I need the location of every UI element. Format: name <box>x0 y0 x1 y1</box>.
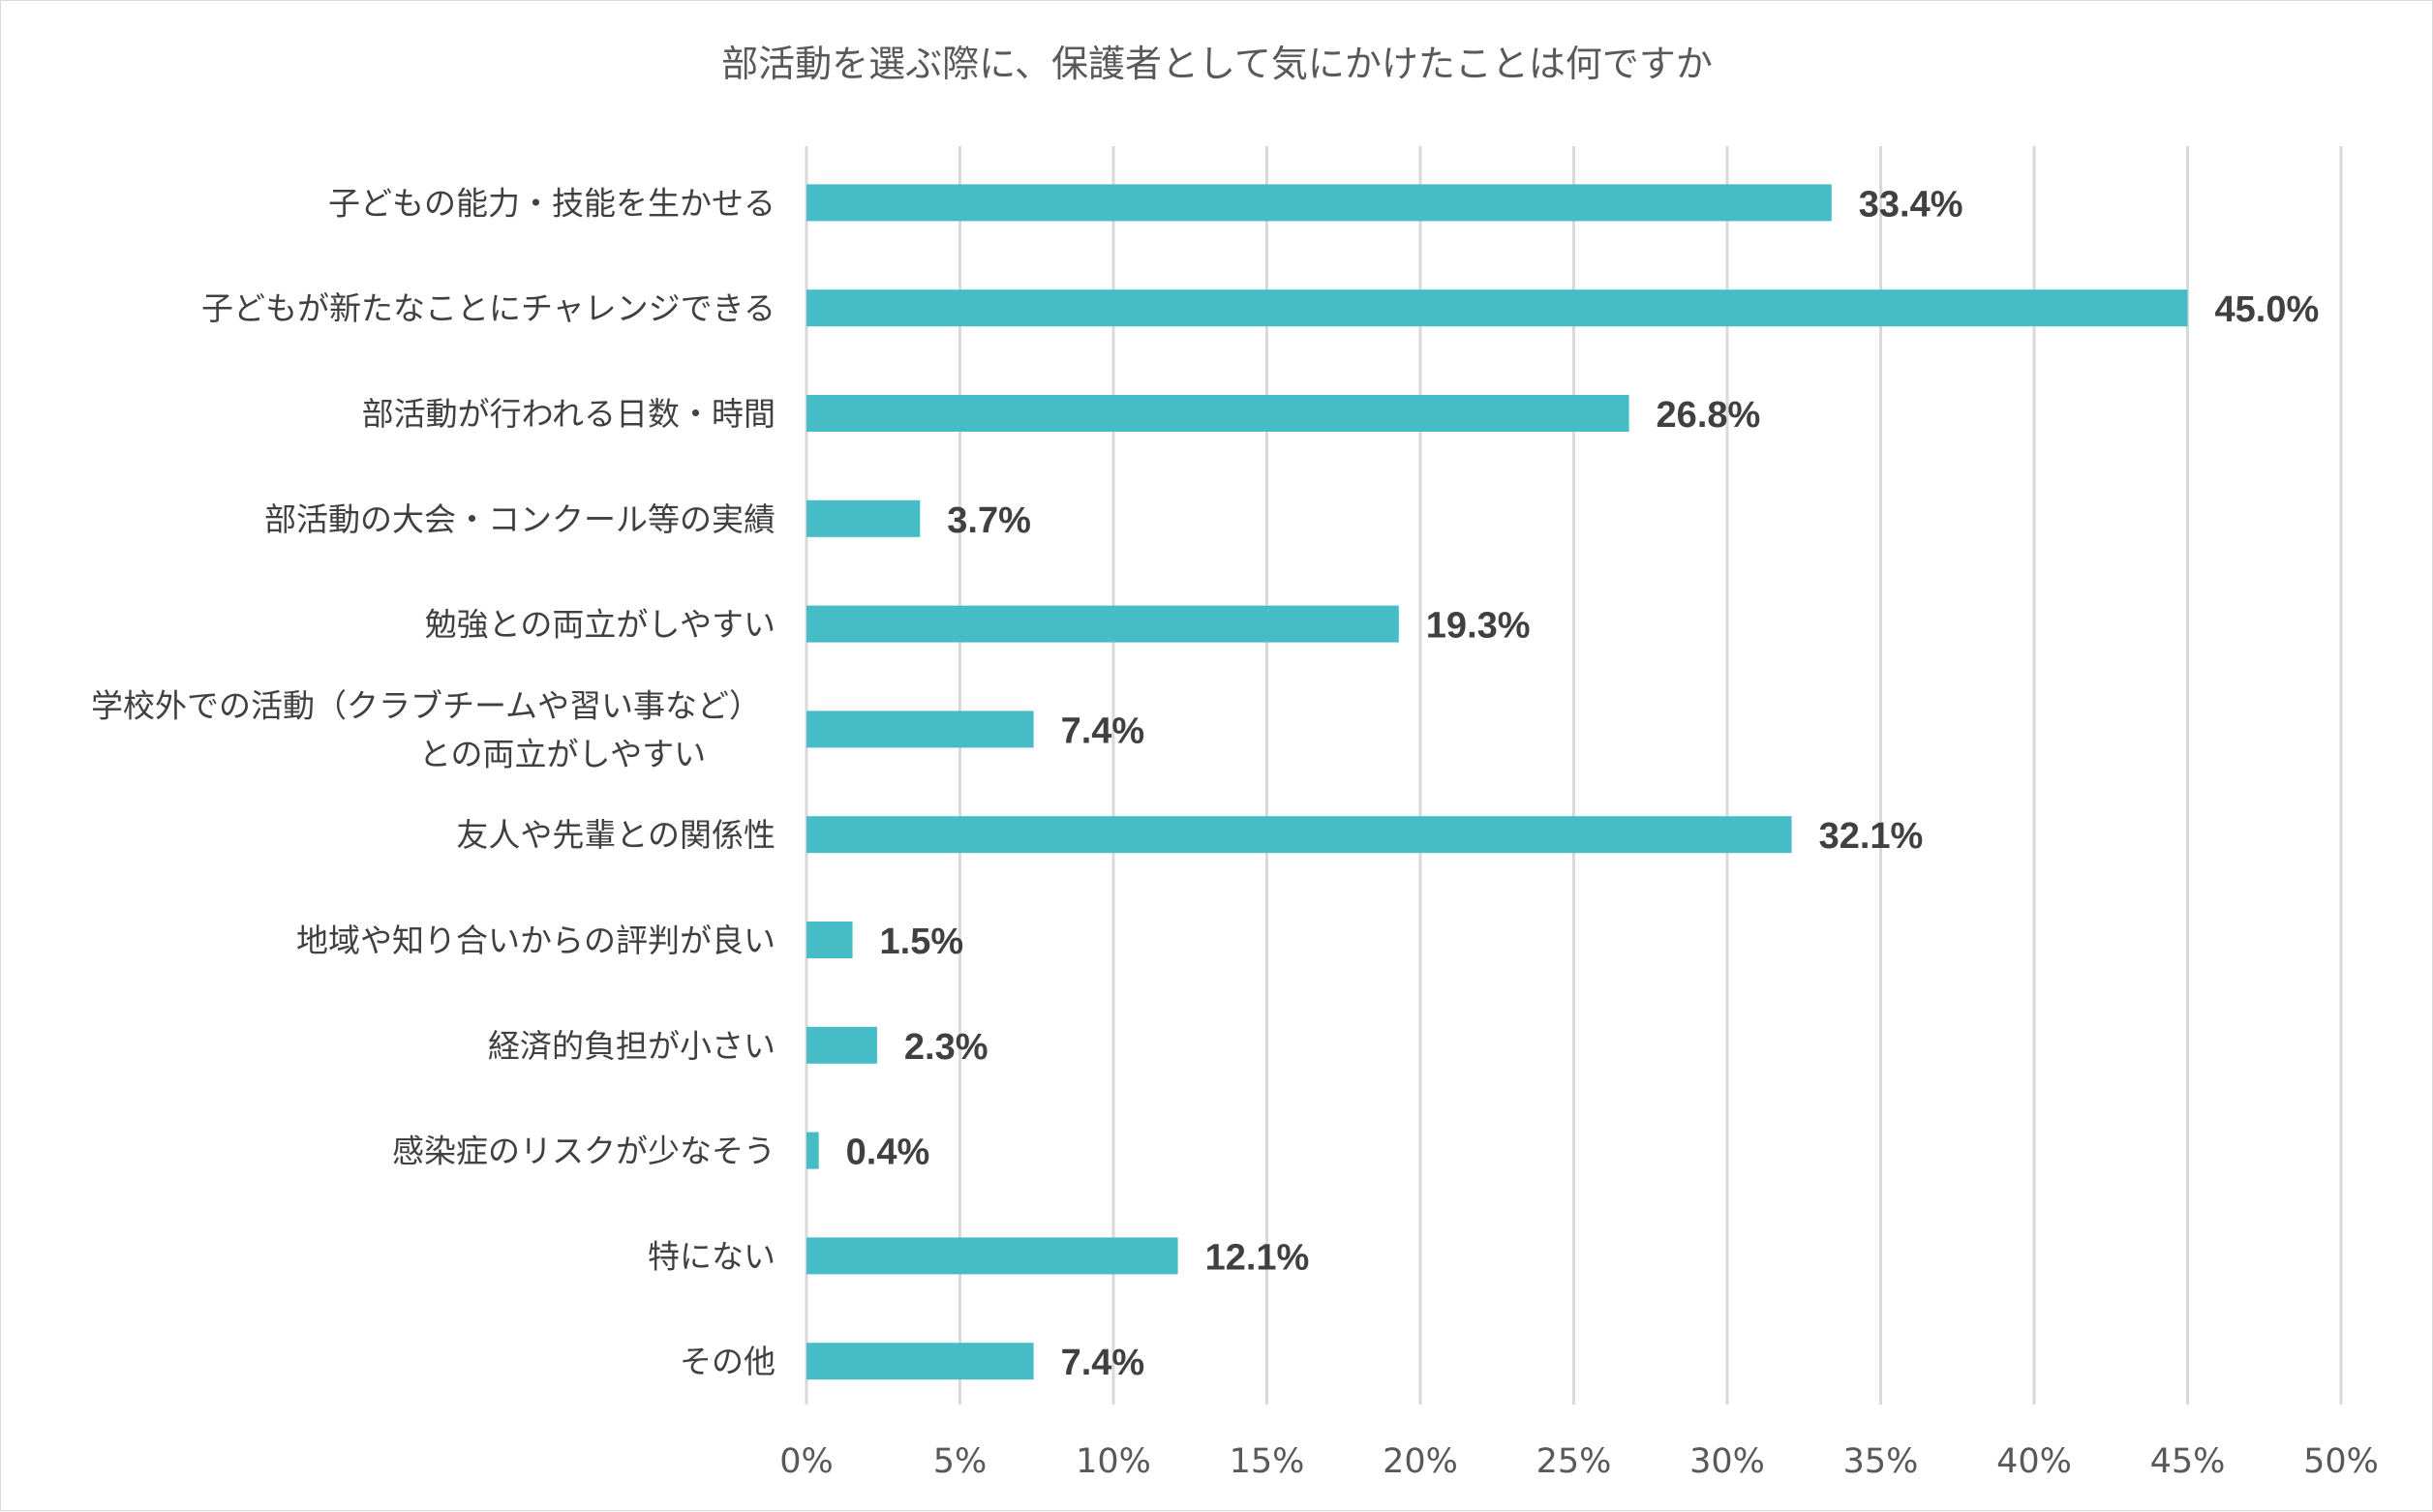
category-labels: 子どもの能力・技能を生かせる子どもが新たなことにチャレンジできる部活動が行われる… <box>91 184 776 1380</box>
x-tick-label: 5% <box>933 1442 988 1481</box>
x-tick-label: 50% <box>2303 1442 2379 1481</box>
category-label: 部活動の大会・コンクール等の実績 <box>264 500 776 538</box>
x-tick-label: 40% <box>1996 1442 2072 1481</box>
data-label: 7.4% <box>1061 711 1145 751</box>
bar <box>806 184 1832 222</box>
category-label: 特にない <box>648 1237 776 1275</box>
x-tick-label: 10% <box>1076 1442 1151 1481</box>
data-label: 45.0% <box>2215 289 2320 330</box>
category-label: その他 <box>680 1343 776 1380</box>
category-label: 学校外での活動（クラブチームや習い事など） <box>91 686 761 724</box>
x-tick-label: 20% <box>1383 1442 1458 1481</box>
bar <box>806 816 1792 854</box>
chart-title: 部活動を選ぶ際に、保護者として気にかけたことは何ですか <box>721 43 1713 85</box>
data-label: 32.1% <box>1819 816 1924 857</box>
data-label: 33.4% <box>1859 184 1963 225</box>
bar <box>806 1026 877 1064</box>
bar <box>806 922 853 958</box>
x-tick-label: 0% <box>779 1442 834 1481</box>
x-tick-label: 30% <box>1689 1442 1765 1481</box>
data-label: 2.3% <box>904 1027 988 1068</box>
bar <box>806 711 1034 748</box>
data-label: 7.4% <box>1061 1343 1145 1383</box>
bar <box>806 499 921 537</box>
bar <box>806 605 1399 643</box>
category-label: 地域や知り合いからの評判が良い <box>296 922 776 959</box>
category-label: 感染症のリスクが少なそう <box>392 1133 776 1170</box>
x-tick-label: 25% <box>1536 1442 1612 1481</box>
x-tick-label: 35% <box>1843 1442 1919 1481</box>
gridlines <box>805 146 2343 1405</box>
bar <box>806 1237 1178 1275</box>
x-tick-label: 15% <box>1230 1442 1305 1481</box>
category-label: 子どもが新たなことにチャレンジできる <box>201 289 776 327</box>
category-label: 勉強との両立がしやすい <box>425 606 776 644</box>
data-label: 1.5% <box>880 922 964 962</box>
bar <box>806 289 2188 327</box>
data-label: 3.7% <box>947 500 1031 541</box>
data-label: 26.8% <box>1657 395 1761 436</box>
x-tick-label: 45% <box>2150 1442 2226 1481</box>
category-label: 友人や先輩との関係性 <box>456 816 776 854</box>
category-label: 子どもの能力・技能を生かせる <box>328 184 776 222</box>
data-labels: 33.4% 45.0% 26.8% 3.7% 19.3% 7.4% 32.1% 1.5% 2.3… <box>846 184 2320 1383</box>
bar <box>806 1343 1034 1380</box>
bar <box>806 395 1629 432</box>
category-label: との両立がしやすい <box>419 735 706 772</box>
data-label: 12.1% <box>1205 1237 1310 1278</box>
data-label: 0.4% <box>846 1133 930 1173</box>
bars <box>806 184 2188 1380</box>
category-label: 部活動が行われる日数・時間 <box>362 395 776 433</box>
category-label: 経済的負担が小さい <box>488 1027 776 1065</box>
x-axis-ticks: 0% 5% 10% 15% 20% 25% 30% 35% 40% 45% 50% <box>779 1442 2379 1481</box>
bar <box>806 1132 819 1169</box>
data-label: 19.3% <box>1426 606 1531 647</box>
